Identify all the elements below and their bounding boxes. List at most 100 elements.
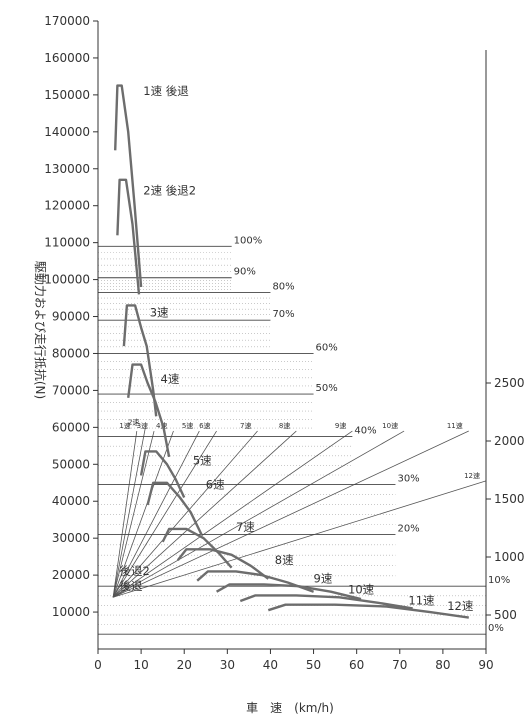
drive-curve bbox=[176, 548, 270, 580]
drive-curve bbox=[114, 84, 143, 288]
drive-curve bbox=[216, 583, 362, 601]
x-tick-label: 0 bbox=[94, 658, 102, 672]
speed-line-label: 8速 bbox=[279, 422, 290, 430]
speed-line bbox=[112, 427, 146, 598]
drive-curve bbox=[267, 603, 469, 619]
speed-line-label: 6速 bbox=[199, 422, 210, 430]
resistance-grade-label: 30% bbox=[397, 474, 419, 485]
speed-line bbox=[112, 430, 353, 598]
x-tick-label: 70 bbox=[392, 658, 407, 672]
gear-label: 1速 後退 bbox=[143, 84, 189, 98]
right-tick-label: 2500 bbox=[494, 376, 525, 390]
y-tick-label: 80000 bbox=[52, 346, 90, 360]
y-tick-label: 60000 bbox=[52, 420, 90, 434]
gear-label: 6速 bbox=[206, 477, 225, 491]
right-tick-label: 2000 bbox=[494, 434, 525, 448]
speed-line bbox=[112, 430, 138, 598]
y-tick-label: 100000 bbox=[44, 273, 90, 287]
resistance-grade-label: 50% bbox=[316, 383, 338, 394]
resistance-grade-label: 40% bbox=[354, 426, 376, 437]
speed-line bbox=[112, 430, 155, 598]
x-tick-label: 50 bbox=[306, 658, 321, 672]
y-tick-label: 10000 bbox=[52, 605, 90, 619]
speed-line-label: 4速 bbox=[156, 422, 167, 430]
x-tick-label: 60 bbox=[349, 658, 364, 672]
y-tick-label: 30000 bbox=[52, 531, 90, 545]
gear-label: 9速 bbox=[314, 572, 333, 586]
gear-label: 8速 bbox=[275, 553, 294, 567]
y-tick-label: 110000 bbox=[44, 236, 90, 250]
drive-curve bbox=[122, 304, 158, 417]
y-tick-label: 150000 bbox=[44, 88, 90, 102]
y-tick-label: 90000 bbox=[52, 310, 90, 324]
speed-line bbox=[112, 430, 297, 598]
y-tick-label: 140000 bbox=[44, 125, 90, 139]
gear-label: 4速 bbox=[161, 372, 180, 386]
right-tick-label: 1500 bbox=[494, 492, 525, 506]
reverse-label: 後退 bbox=[120, 579, 143, 593]
right-tick-label: 1000 bbox=[494, 550, 525, 564]
drive-curve bbox=[196, 570, 315, 593]
x-tick-label: 10 bbox=[133, 658, 148, 672]
resistance-grade-label: 10% bbox=[488, 575, 510, 586]
speed-line-label: 9速 bbox=[335, 422, 346, 430]
speed-line bbox=[112, 430, 469, 598]
gear-label: 7速 bbox=[236, 520, 255, 534]
gear-label: 10速 bbox=[348, 583, 375, 597]
y-tick-label: 40000 bbox=[52, 494, 90, 508]
speed-line bbox=[112, 430, 405, 598]
speed-line-label: 11速 bbox=[447, 422, 463, 430]
x-tick-label: 40 bbox=[263, 658, 278, 672]
speed-line-label: 1速 bbox=[119, 422, 130, 430]
reverse2-label: 後退2 bbox=[120, 564, 150, 578]
resistance-grade-label: 0% bbox=[488, 623, 504, 634]
speed-line-label: 5速 bbox=[182, 422, 193, 430]
drive-curves: 1速 後退 2速 後退2 3速 4速 5速 6速 7速 8速 9速 10速 11速 12速 bbox=[114, 84, 474, 619]
speed-line-label: 7速 bbox=[240, 422, 251, 430]
y-axis-title: 駆動力および走行抵抗(N) bbox=[33, 261, 48, 399]
y-tick-label: 170000 bbox=[44, 14, 90, 28]
y-tick-label: 20000 bbox=[52, 568, 90, 582]
y-tick-label: 160000 bbox=[44, 51, 90, 65]
axes: 1000020000300004000050000600007000080000… bbox=[33, 14, 525, 715]
drive-curve bbox=[239, 594, 413, 610]
gear-label: 5速 bbox=[193, 453, 212, 467]
y-tick-label: 50000 bbox=[52, 457, 90, 471]
x-tick-label: 20 bbox=[177, 658, 192, 672]
gear-label: 3速 bbox=[150, 306, 169, 320]
drive-curve bbox=[161, 527, 233, 569]
drive-curve bbox=[127, 363, 171, 458]
x-axis-title: 車 速 (km/h) bbox=[246, 701, 334, 715]
speed-line bbox=[112, 430, 217, 598]
y-tick-label: 130000 bbox=[44, 162, 90, 176]
y-tick-label: 70000 bbox=[52, 383, 90, 397]
speed-line bbox=[112, 430, 200, 598]
gear-label: 2速 後退2 bbox=[143, 184, 196, 198]
x-tick-label: 80 bbox=[435, 658, 450, 672]
x-tick-label: 30 bbox=[220, 658, 235, 672]
gear-label: 12速 bbox=[447, 599, 474, 613]
right-tick-label: 500 bbox=[494, 608, 517, 622]
resistance-grade-label: 60% bbox=[316, 342, 338, 353]
gear-label: 11速 bbox=[408, 594, 435, 608]
resistance-lines: 100% 90% 80% 70% 60% 50% 40% 30% 20% 10% 0% bbox=[98, 235, 510, 635]
resistance-grade-label: 70% bbox=[272, 309, 294, 320]
speed-line bbox=[112, 480, 487, 598]
resistance-grade-label: 100% bbox=[234, 235, 263, 246]
resistance-grade-label: 20% bbox=[397, 523, 419, 534]
x-tick-label: 90 bbox=[478, 658, 493, 672]
speed-line-label: 3速 bbox=[137, 422, 148, 430]
speed-line-label: 12速 bbox=[464, 472, 480, 480]
drive-curve bbox=[146, 481, 203, 536]
y-tick-label: 120000 bbox=[44, 199, 90, 213]
speed-line-label: 2速 bbox=[128, 418, 139, 426]
drive-curve bbox=[116, 178, 141, 295]
resistance-grade-label: 90% bbox=[234, 267, 256, 278]
drive-curve bbox=[139, 450, 186, 499]
speed-line bbox=[112, 430, 258, 598]
resistance-grade-label: 80% bbox=[272, 282, 294, 293]
speed-line-label: 10速 bbox=[382, 422, 398, 430]
